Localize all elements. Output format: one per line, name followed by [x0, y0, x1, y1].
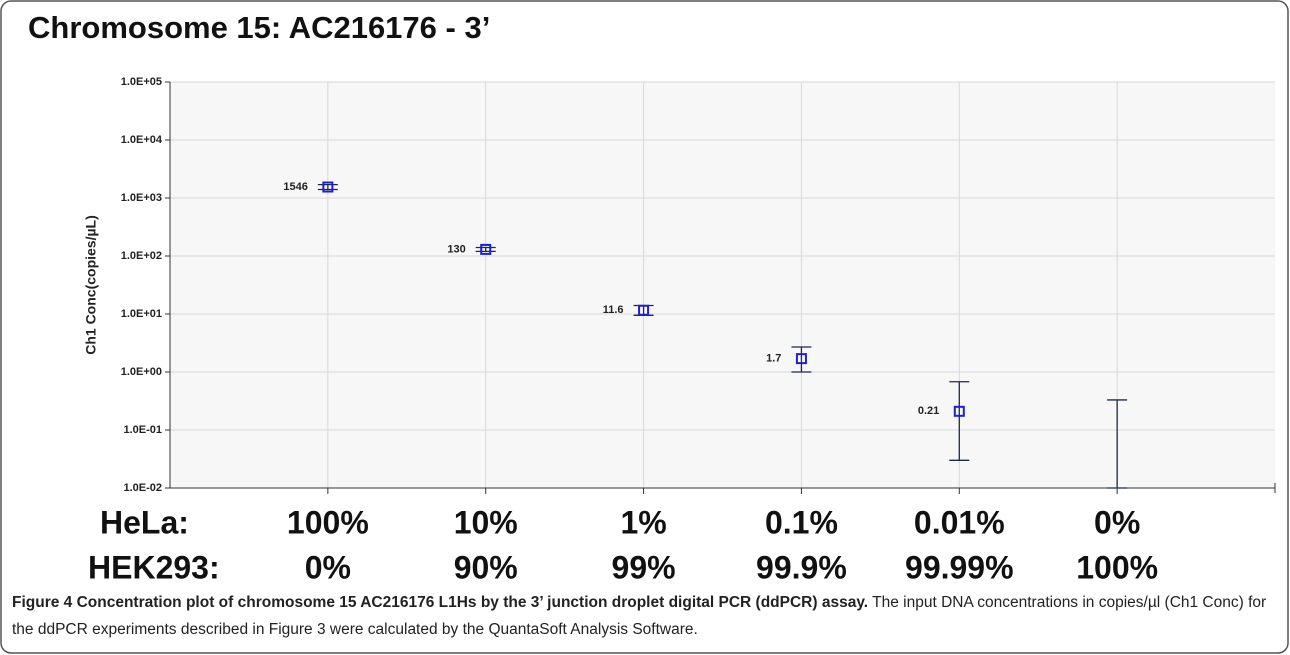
row-label: HeLa:: [100, 504, 189, 540]
x-category-label: 99.99%: [905, 549, 1014, 585]
y-tick-label: 1.0E+00: [121, 366, 162, 378]
y-tick-label: 1.0E+05: [121, 76, 162, 88]
data-label: 0.21: [918, 405, 939, 417]
caption-text: The input DNA concentrations in copies/µ…: [872, 594, 1266, 611]
caption-text-line2: the ddPCR experiments described in Figur…: [12, 621, 698, 638]
y-tick-label: 1.0E-02: [123, 482, 162, 494]
x-category-label: 100%: [1076, 549, 1158, 585]
y-tick-label: 1.0E+04: [121, 134, 163, 146]
x-category-label: 90%: [454, 549, 518, 585]
data-label: 11.6: [603, 304, 624, 316]
y-tick-label: 1.0E-01: [123, 424, 162, 436]
marker: [638, 304, 650, 316]
data-label: 1.7: [766, 353, 781, 365]
x-category-label: 10%: [454, 504, 518, 540]
x-category-label: 0.1%: [765, 504, 838, 540]
y-tick-label: 1.0E+03: [121, 192, 162, 204]
plot-area: [170, 82, 1275, 488]
x-category-label: 0.01%: [914, 504, 1005, 540]
y-tick-label: 1.0E+02: [121, 250, 162, 262]
marker: [953, 405, 965, 417]
marker: [480, 243, 492, 255]
y-tick-label: 1.0E+01: [121, 308, 162, 320]
caption: Figure 4 Concentration plot of chromosom…: [12, 594, 1266, 611]
x-category-label: 99.9%: [756, 549, 847, 585]
y-axis-label: Ch1 Conc(copies/µL): [83, 215, 99, 355]
chart-title: Chromosome 15: AC216176 - 3’: [28, 10, 490, 45]
x-category-label: 1%: [620, 504, 666, 540]
data-label: 130: [447, 243, 465, 255]
x-category-label: 99%: [612, 549, 676, 585]
caption-bold: Figure 4 Concentration plot of chromosom…: [12, 594, 868, 611]
x-category-label: 100%: [287, 504, 369, 540]
x-category-label: 0%: [1094, 504, 1140, 540]
x-category-label: 0%: [305, 549, 351, 585]
marker: [322, 181, 334, 193]
marker: [795, 353, 807, 365]
data-label: 1546: [283, 181, 307, 193]
row-label: HEK293:: [88, 549, 220, 585]
